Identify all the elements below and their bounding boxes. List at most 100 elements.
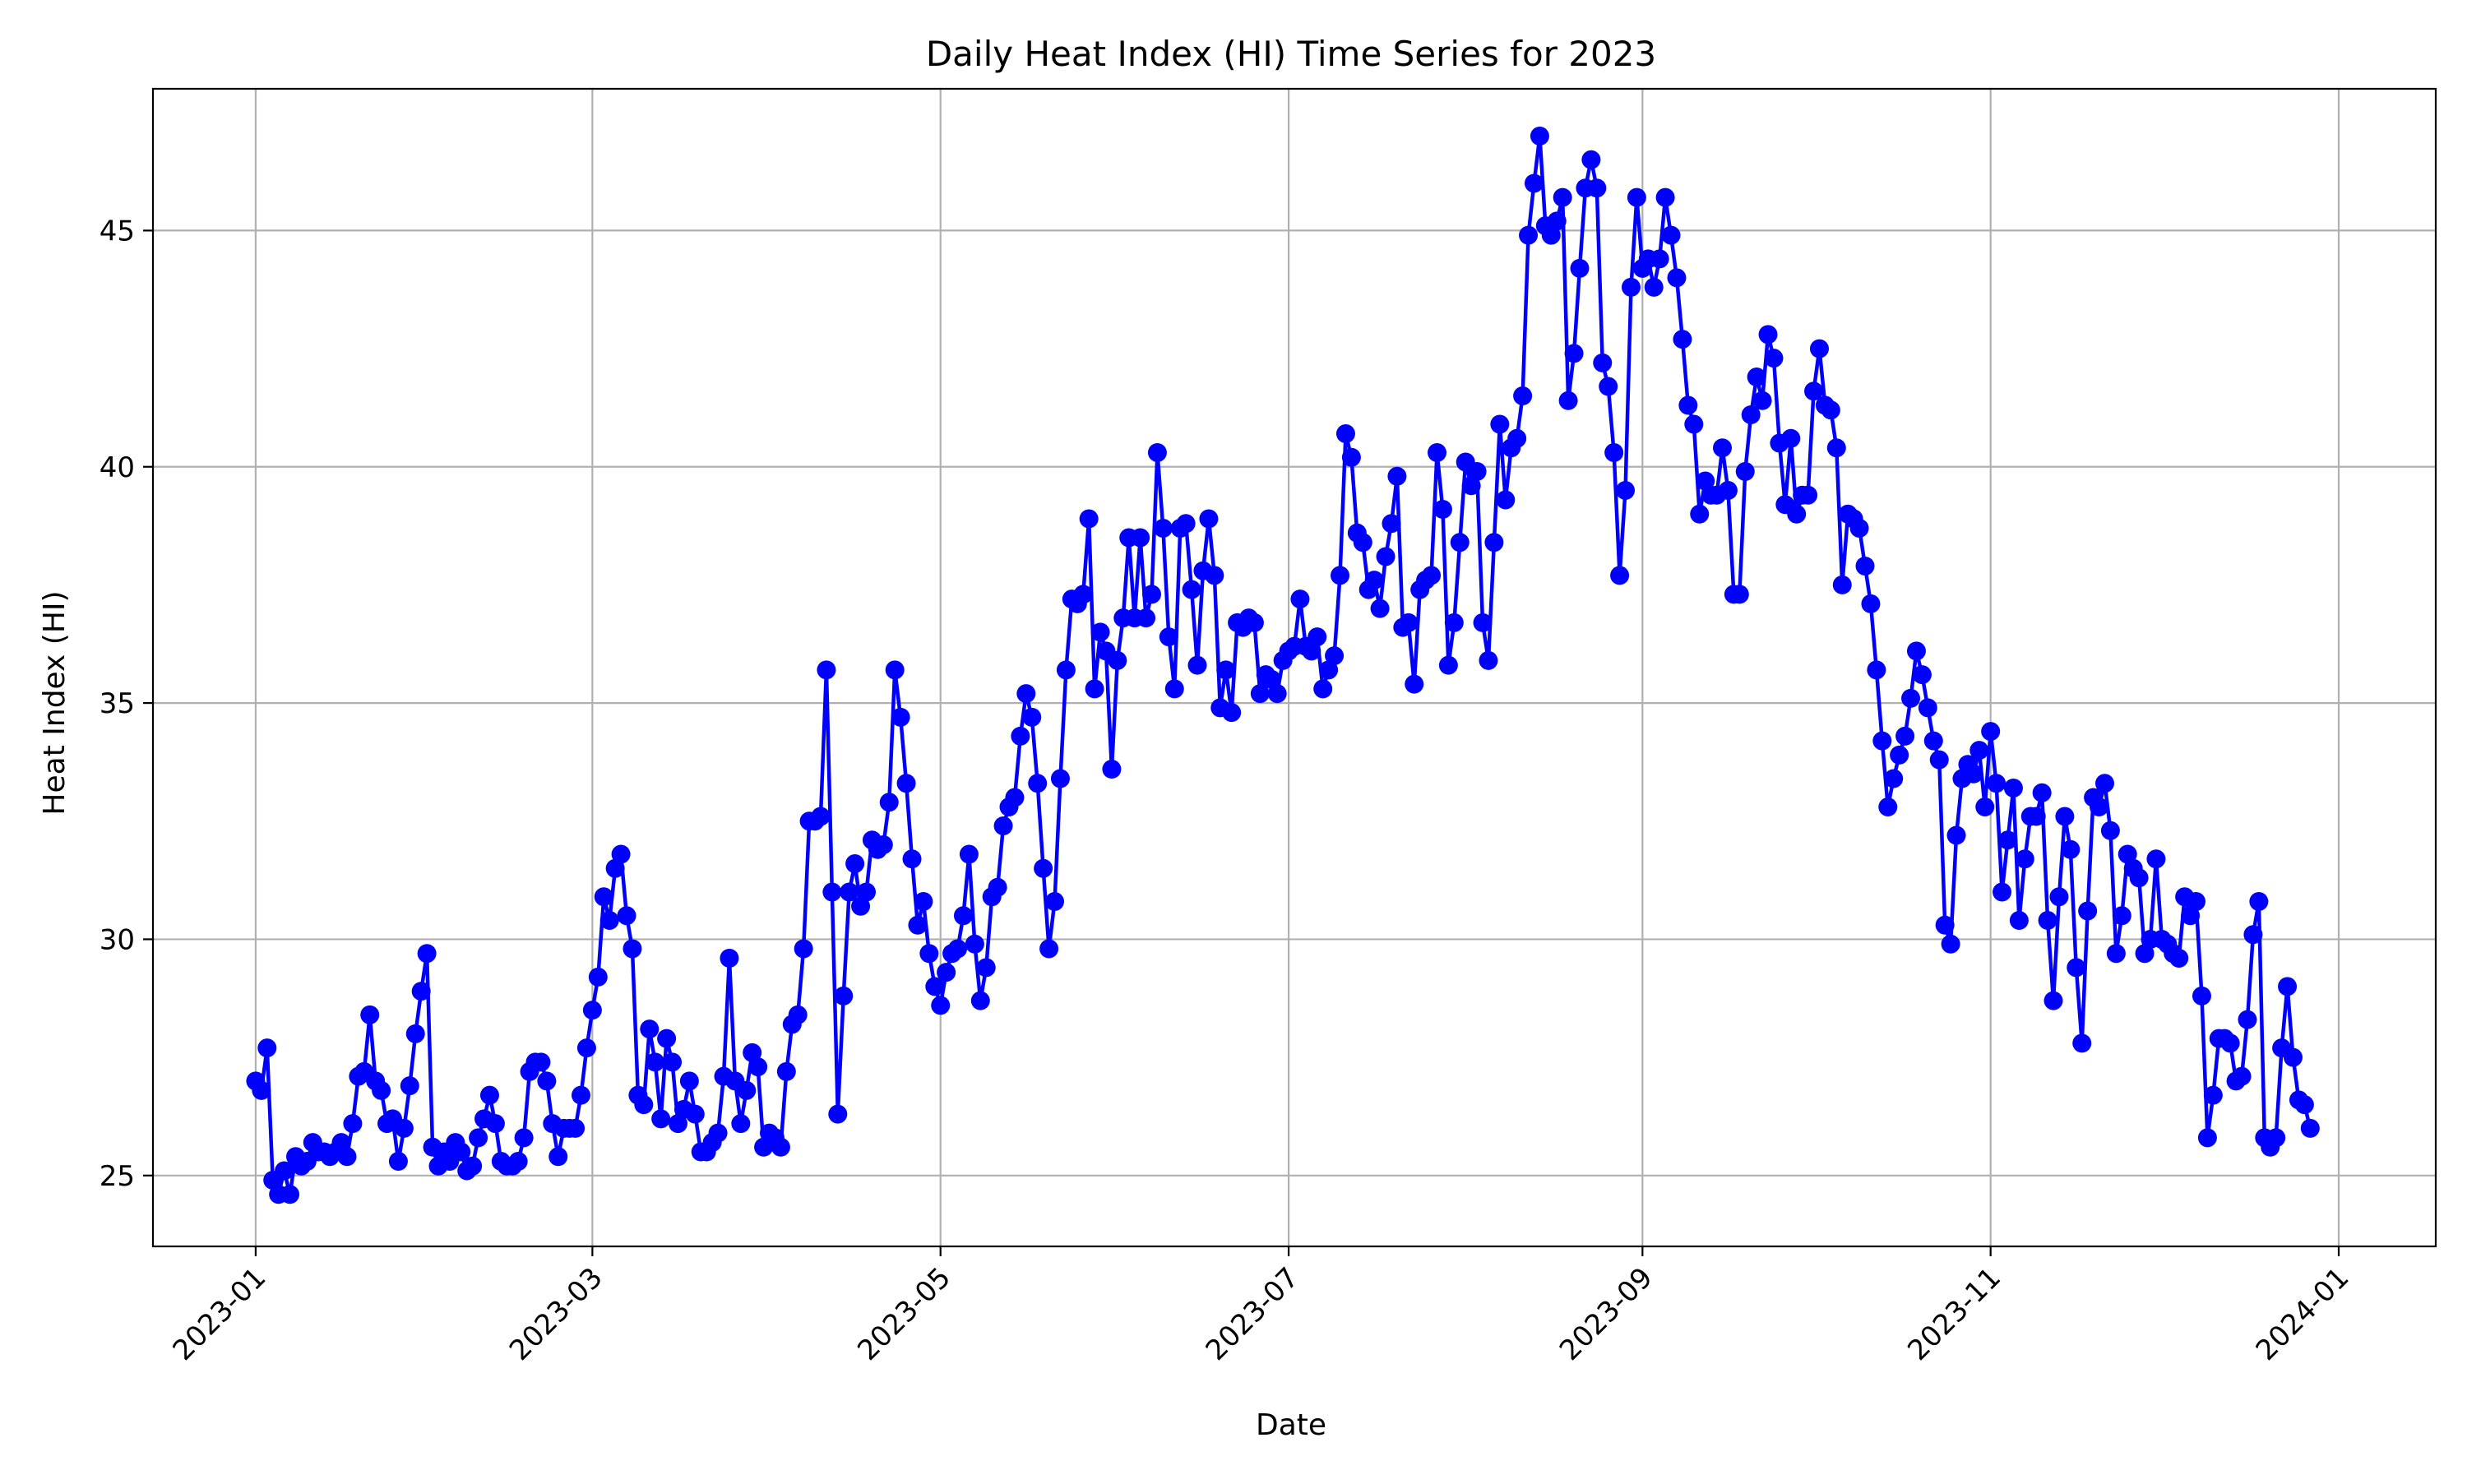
data-point bbox=[1593, 353, 1613, 372]
data-point bbox=[965, 934, 984, 954]
data-point bbox=[1484, 533, 1504, 552]
data-point bbox=[1353, 533, 1372, 552]
data-point bbox=[1969, 741, 1989, 760]
data-point bbox=[2243, 925, 2263, 945]
data-point bbox=[2072, 1033, 2092, 1053]
data-point bbox=[275, 1161, 294, 1181]
data-point bbox=[2238, 1010, 2257, 1029]
data-point bbox=[2026, 807, 2046, 826]
data-point bbox=[1085, 679, 1104, 699]
data-point bbox=[1696, 471, 1715, 491]
data-point bbox=[822, 882, 842, 902]
data-point bbox=[1764, 349, 1784, 368]
data-point bbox=[1627, 187, 1646, 207]
data-point bbox=[1250, 684, 1270, 704]
data-point bbox=[1599, 377, 1618, 396]
data-point bbox=[576, 1038, 596, 1058]
data-point bbox=[1176, 514, 1196, 534]
data-point bbox=[1028, 774, 1048, 793]
data-point bbox=[1821, 400, 1840, 420]
data-point bbox=[1752, 391, 1772, 410]
data-point bbox=[1313, 679, 1333, 699]
data-point bbox=[2192, 986, 2211, 1006]
data-point bbox=[1325, 646, 1345, 666]
data-point bbox=[508, 1152, 528, 1172]
data-point bbox=[2094, 774, 2114, 793]
data-point bbox=[1906, 641, 1926, 661]
data-point bbox=[1022, 707, 1042, 727]
data-point bbox=[891, 707, 910, 727]
data-point bbox=[280, 1185, 300, 1204]
data-point bbox=[1382, 514, 1401, 534]
data-point bbox=[1376, 547, 1395, 566]
data-point bbox=[1461, 476, 1481, 496]
data-point bbox=[605, 858, 625, 878]
data-point bbox=[2067, 958, 2086, 978]
data-point bbox=[611, 844, 631, 864]
data-point bbox=[1998, 830, 2017, 850]
data-point bbox=[1308, 627, 1327, 647]
data-point bbox=[1964, 764, 1983, 784]
data-point bbox=[1222, 703, 1242, 723]
data-point bbox=[372, 1080, 391, 1100]
data-point bbox=[331, 1133, 351, 1153]
data-point bbox=[2061, 839, 2081, 859]
data-point bbox=[1993, 882, 2012, 902]
data-point bbox=[1832, 575, 1852, 594]
data-point bbox=[2266, 1128, 2286, 1148]
data-point bbox=[1039, 939, 1059, 959]
data-point bbox=[2203, 1085, 2223, 1105]
data-point bbox=[1261, 669, 1281, 689]
data-point bbox=[708, 1123, 728, 1143]
data-point bbox=[811, 807, 831, 826]
y-tick-label: 25 bbox=[100, 1160, 135, 1193]
data-point bbox=[948, 939, 968, 959]
data-point bbox=[1987, 774, 2006, 793]
data-point bbox=[937, 963, 956, 982]
data-point bbox=[646, 1052, 665, 1072]
data-point bbox=[828, 1104, 848, 1124]
data-point bbox=[582, 1001, 602, 1020]
data-point bbox=[1781, 428, 1801, 448]
data-point bbox=[1570, 258, 1590, 278]
data-point bbox=[1205, 566, 1224, 585]
data-point bbox=[1861, 594, 1881, 613]
data-point bbox=[1621, 277, 1641, 297]
data-point bbox=[1199, 509, 1219, 529]
data-point bbox=[2135, 944, 2155, 964]
data-point bbox=[1918, 698, 1937, 718]
data-point bbox=[634, 1095, 654, 1115]
data-point bbox=[817, 660, 836, 680]
data-point bbox=[1558, 391, 1578, 410]
data-point bbox=[617, 906, 636, 926]
data-point bbox=[1981, 722, 2001, 742]
data-point bbox=[879, 793, 899, 812]
data-point bbox=[469, 1128, 488, 1148]
data-point bbox=[1056, 660, 1076, 680]
data-point bbox=[2197, 1128, 2217, 1148]
y-axis-label: Heat Index (HI) bbox=[38, 590, 72, 815]
data-point bbox=[2055, 807, 2075, 826]
data-point bbox=[1302, 641, 1321, 661]
data-point bbox=[2003, 779, 2023, 798]
data-point bbox=[2129, 868, 2149, 888]
data-point bbox=[931, 996, 951, 1015]
data-point bbox=[599, 910, 619, 930]
data-point bbox=[885, 660, 905, 680]
data-point bbox=[463, 1156, 483, 1176]
data-point bbox=[1370, 599, 1390, 618]
data-point bbox=[343, 1114, 363, 1134]
data-point bbox=[252, 1080, 271, 1100]
data-point bbox=[1872, 731, 1892, 751]
data-point bbox=[1319, 660, 1339, 680]
data-point bbox=[1438, 655, 1458, 675]
data-point bbox=[1747, 368, 1766, 387]
data-point bbox=[771, 1137, 790, 1157]
data-point bbox=[834, 986, 854, 1006]
data-point bbox=[1553, 187, 1572, 207]
data-point bbox=[748, 1057, 768, 1077]
data-point bbox=[2106, 944, 2126, 964]
data-point bbox=[2294, 1095, 2314, 1115]
data-point bbox=[1735, 462, 1755, 481]
